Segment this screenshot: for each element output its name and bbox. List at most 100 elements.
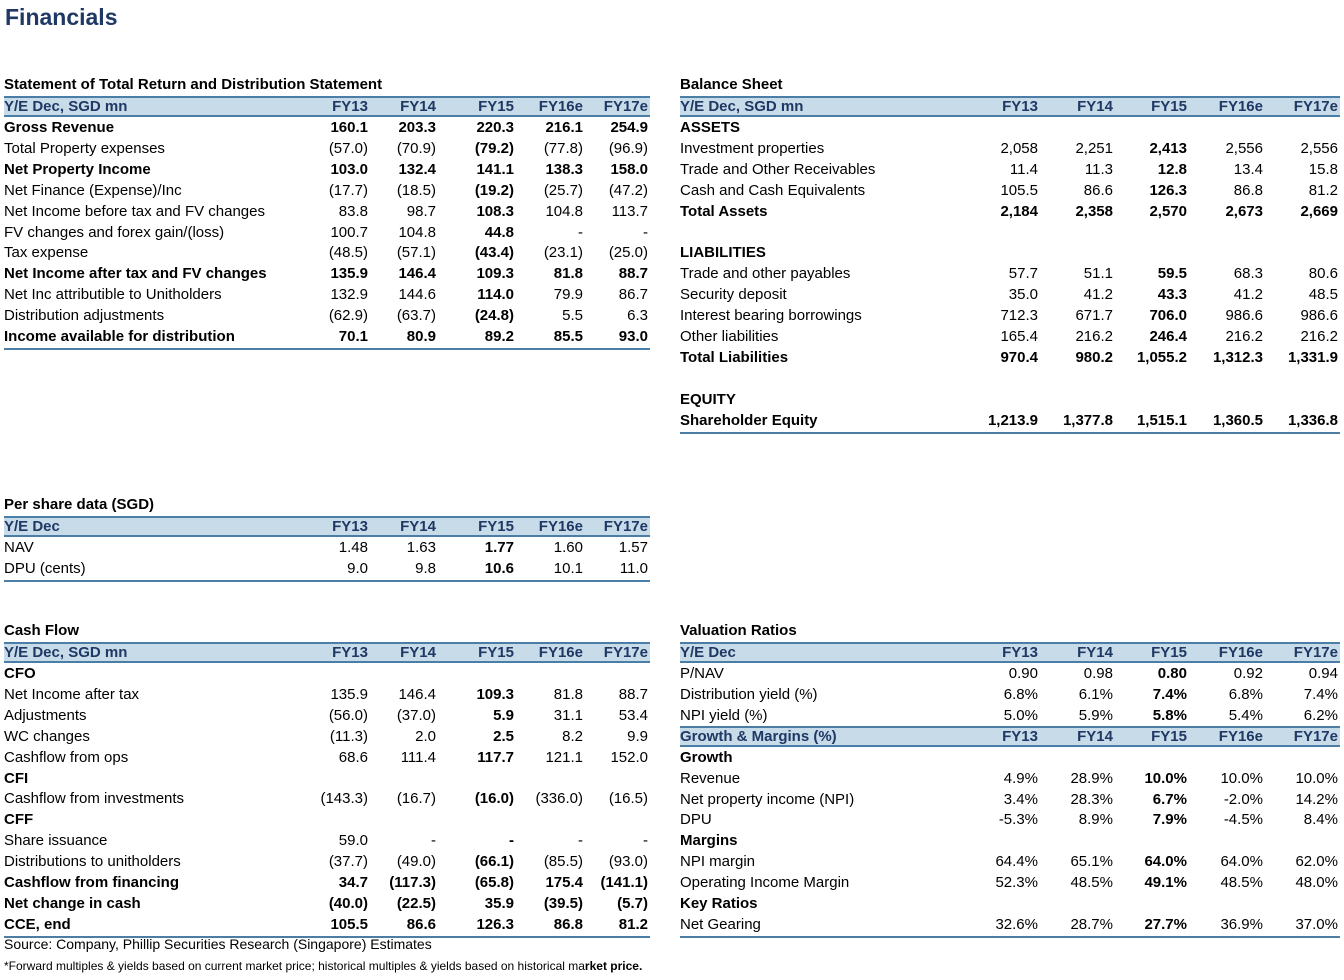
row-value: 88.7	[618, 265, 648, 283]
row-value: (17.7)	[328, 181, 368, 199]
row-value: 48.5%	[1220, 874, 1263, 892]
table-row-total-property-expenses: Total Property expenses (57.0) (70.9) (79.2…	[4, 138, 650, 159]
row-value: 5.0%	[1003, 706, 1038, 724]
row-value: (62.9)	[328, 307, 368, 325]
table-header: Y/E Dec FY13 FY14 FY15 FY16e FY17e	[680, 642, 1340, 663]
row-value: 28.3%	[1070, 790, 1113, 808]
row-value: 48.5	[1308, 286, 1338, 304]
row-value: 48.5%	[1070, 874, 1113, 892]
row-value: 11.3	[1084, 160, 1113, 178]
table-row-net-gearing: Net Gearing 32.6% 28.7% 27.7% 36.9% 37.0%	[680, 914, 1340, 935]
row-value: 986.6	[1300, 307, 1338, 325]
row-value: 706.0	[1149, 307, 1187, 325]
row-value: 144.6	[398, 286, 436, 304]
row-value: 216.2	[1300, 328, 1338, 345]
table-row-other-liabilities: Other liabilities 165.4 216.2 246.4 216.2 216…	[680, 326, 1340, 347]
table-row-total-liabilities: Total Liabilities 970.4 980.2 1,055.2 1,312.…	[680, 347, 1340, 368]
row-label: Net Income before tax and FV changes	[4, 202, 265, 220]
header-year: FY15	[478, 518, 514, 535]
row-label: FV changes and forex gain/(loss)	[4, 223, 225, 241]
row-value: 27.7%	[1144, 915, 1187, 933]
table-row-blank-221.50000000000003	[680, 222, 1340, 243]
row-label: Other liabilities	[680, 328, 779, 345]
row-label: CFI	[4, 769, 29, 787]
row-value: 8.2	[562, 727, 583, 745]
row-value: 6.7%	[1152, 790, 1187, 808]
row-value: 35.9	[484, 894, 514, 912]
row-value: 254.9	[610, 119, 648, 136]
row-label: Shareholder Equity	[680, 411, 818, 429]
row-value: (37.0)	[396, 706, 436, 724]
table-row-key-ratios: Key Ratios	[680, 893, 1340, 914]
row-value: 1,312.3	[1212, 348, 1263, 366]
row-value: 203.3	[398, 119, 436, 136]
row-value: (40.0)	[328, 894, 368, 912]
table-header: Y/E Dec FY13 FY14 FY15 FY16e FY17e	[4, 516, 650, 537]
row-value: 5.4%	[1228, 706, 1263, 724]
row-value: (16.5)	[608, 790, 648, 808]
table-row-cce-end: CCE, end 105.5 86.6 126.3 86.8 81.2	[4, 914, 650, 935]
row-value: 80.9	[406, 328, 436, 345]
table-row-interest-bearing-borrowings: Interest bearing borrowings 712.3 671.7 706…	[680, 305, 1340, 326]
table-row-dpu-cents: DPU (cents) 9.0 9.8 10.6 10.1 11.0	[4, 558, 650, 579]
row-label: Net Gearing	[680, 915, 761, 933]
row-value: 2,673	[1225, 202, 1263, 220]
row-value: (25.0)	[608, 244, 648, 262]
row-label: Gross Revenue	[4, 119, 115, 136]
header-label: Y/E Dec, SGD mn	[680, 98, 804, 115]
row-value: 79.9	[553, 286, 583, 304]
footnote-tail: rket price.	[584, 959, 643, 973]
row-value: 113.7	[611, 202, 648, 220]
row-value: 216.1	[545, 119, 583, 136]
row-value: 105.5	[1000, 181, 1038, 199]
row-label: EQUITY	[680, 390, 736, 408]
row-value: 70.1	[338, 328, 368, 345]
row-value: 8.4%	[1303, 811, 1338, 829]
row-value: 712.3	[1000, 307, 1038, 325]
header-year: FY14	[400, 518, 436, 535]
header-year: FY16e	[538, 644, 583, 661]
header-year: FY17e	[1293, 98, 1338, 115]
row-value: 100.7	[330, 223, 368, 241]
table-row-share-issuance: Share issuance 59.0 - - - -	[4, 830, 650, 851]
row-value: (24.8)	[474, 307, 514, 325]
header-year: FY15	[478, 98, 514, 115]
row-value: -5.3%	[998, 811, 1038, 829]
row-value: 141.1	[476, 160, 514, 178]
table-row-npi-yield: NPI yield (%) 5.0% 5.9% 5.8% 5.4% 6.2%	[680, 705, 1340, 726]
table-row-cfo: CFO	[4, 663, 650, 684]
table-row-cash-and-cash-equivalents: Cash and Cash Equivalents 105.5 86.6 126.3 8…	[680, 180, 1340, 201]
row-value: 49.1%	[1144, 874, 1187, 892]
table-row-operating-income-margin: Operating Income Margin 52.3% 48.5% 49.1% 48…	[680, 872, 1340, 893]
table-bottom-rule	[4, 347, 650, 350]
header-year: FY16e	[538, 518, 583, 535]
header-year: FY14	[400, 98, 436, 115]
header-year: FY14	[1077, 644, 1113, 661]
row-value: (16.0)	[474, 790, 514, 808]
header-year: FY17e	[603, 644, 648, 661]
table-header: Y/E Dec, SGD mn FY13 FY14 FY15 FY16e FY17e	[4, 96, 650, 117]
row-value: 2,184	[1000, 202, 1038, 220]
row-value: 158.0	[610, 160, 648, 178]
header-year: FY13	[1002, 727, 1038, 745]
row-value: 57.7	[1008, 265, 1038, 283]
table-title: Statement of Total Return and Distributi…	[4, 76, 383, 93]
header-year: FY16e	[1218, 644, 1263, 661]
row-value: 2.5	[493, 727, 514, 745]
table-row-nav: NAV 1.48 1.63 1.77 1.60 1.57	[4, 537, 650, 558]
row-label: Cashflow from financing	[4, 874, 180, 891]
row-value: 7.4%	[1303, 685, 1338, 703]
row-value: (25.7)	[543, 181, 583, 199]
row-value: 4.9%	[1003, 769, 1038, 787]
row-value: 8.9%	[1078, 811, 1113, 829]
row-value: (56.0)	[328, 706, 368, 724]
row-value: 2,413	[1149, 139, 1187, 157]
header-year: FY15	[1151, 98, 1187, 115]
row-value: 3.4%	[1003, 790, 1038, 808]
row-label: Cashflow from investments	[4, 790, 185, 808]
row-value: 103.0	[330, 160, 368, 178]
table-title: Valuation Ratios	[680, 622, 797, 639]
table-title: Balance Sheet	[680, 76, 783, 93]
row-value: (70.9)	[396, 139, 436, 157]
header-year: FY17e	[1293, 727, 1338, 745]
